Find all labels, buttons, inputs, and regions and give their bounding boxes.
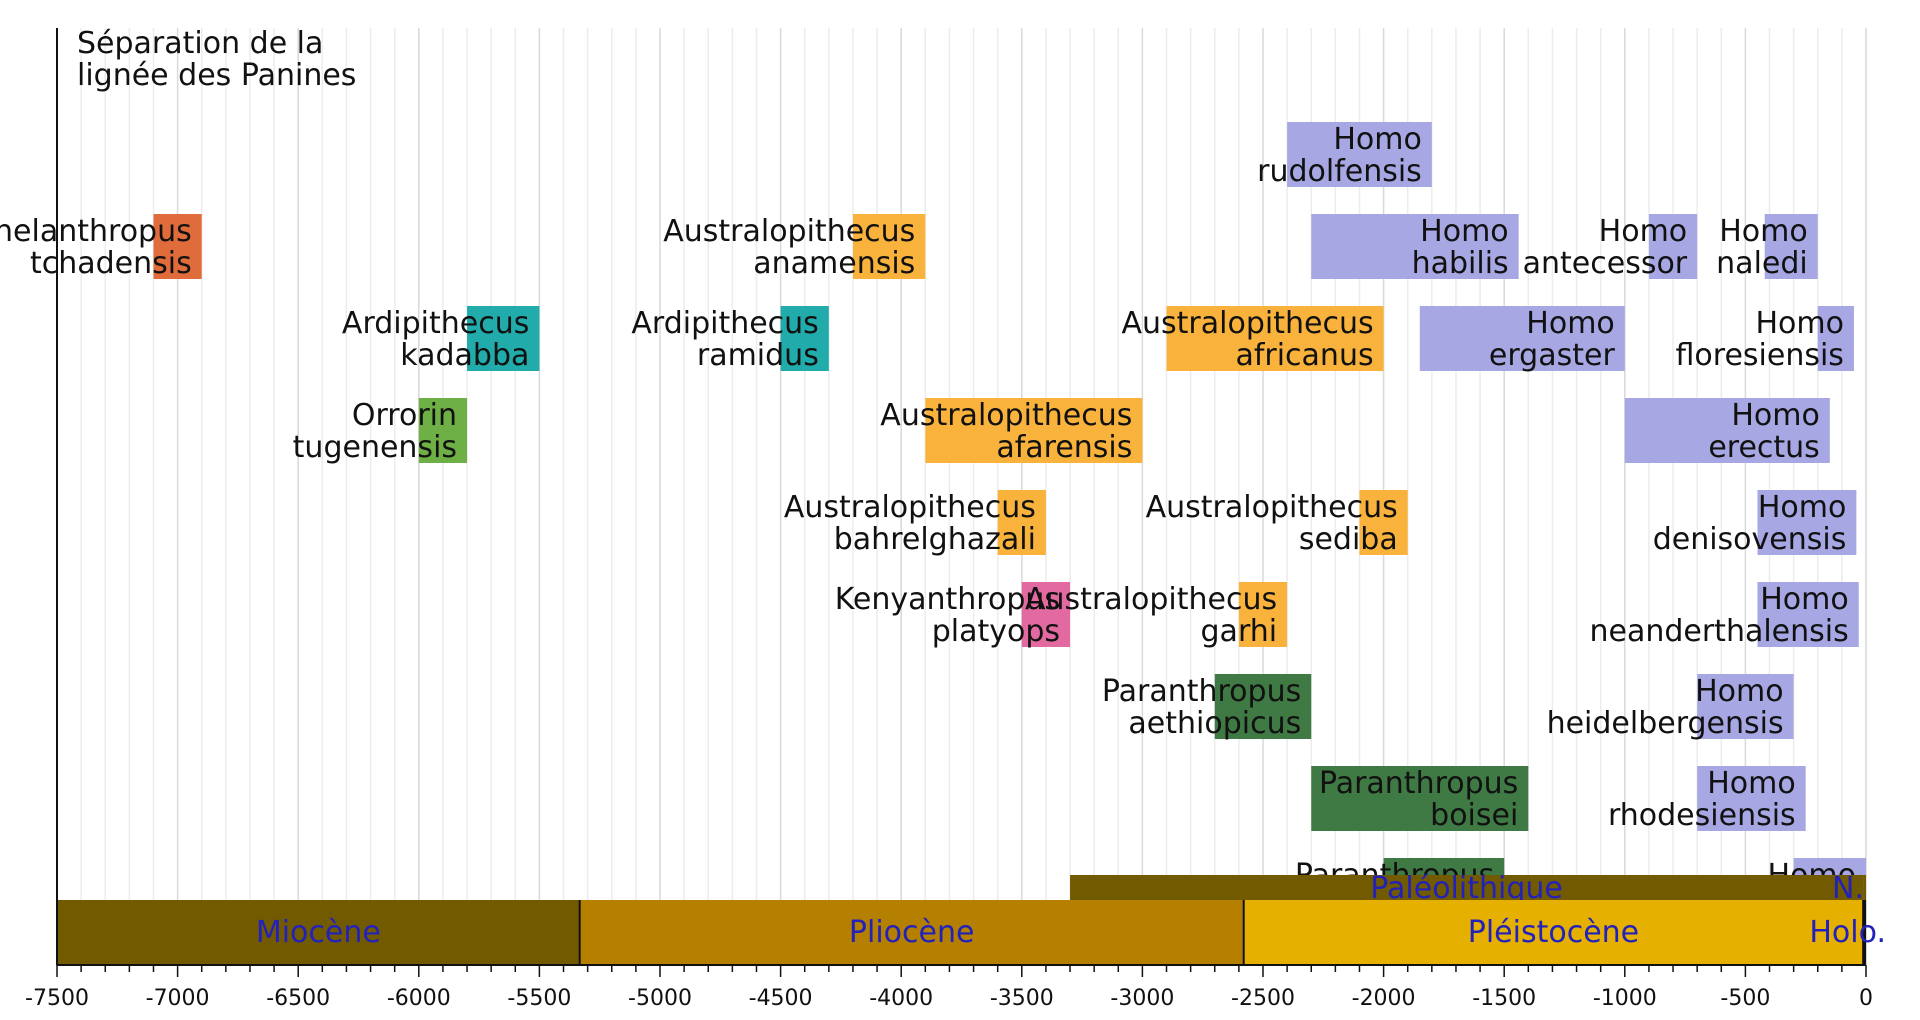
epoch-label-pliocène: Pliocène xyxy=(849,915,975,950)
x-tick-label: -3000 xyxy=(1110,986,1174,1011)
bar-orrorin-tugenensis xyxy=(418,398,468,463)
x-axis: -7500 -7000 -6500 -6000 -5500 -5000 -4500 -4000… xyxy=(25,28,1873,1011)
epoch-label-pléistocène: Pléistocène xyxy=(1468,915,1639,950)
label-orrorin-tugenensis: Orrorin tugenensis xyxy=(293,398,457,465)
bar-australopithecus-afarensis xyxy=(925,398,1143,463)
bar-homo-naledi xyxy=(1764,214,1818,279)
label-homo-floresiensis: Homo floresiensis xyxy=(1676,306,1844,373)
epoch-band-pliocène xyxy=(579,900,1244,965)
label-kenyanthropus-platyops: Kenyanthropus platyops xyxy=(835,582,1060,649)
x-tick-label: -5500 xyxy=(507,986,571,1011)
x-tick-label: -500 xyxy=(1720,986,1770,1011)
bar-homo-rudolfensis xyxy=(1287,122,1432,187)
bar-australopithecus-anamensis xyxy=(852,214,926,279)
label-ardipithecus-ramidus: Ardipithecus ramidus xyxy=(631,306,818,373)
epoch-label-holo: Holo. xyxy=(1809,915,1886,950)
panines-split-annotation: Séparation de la lignée des Panines xyxy=(77,26,356,93)
bar-homo-habilis xyxy=(1311,214,1519,279)
x-tick-label: -1000 xyxy=(1593,986,1657,1011)
epoch-band-holo xyxy=(1863,900,1867,965)
label-homo-ergaster: Homo ergaster xyxy=(1489,306,1616,373)
label-australopithecus-anamensis: Australopithecus anamensis xyxy=(663,214,915,281)
label-homo-antecessor: Homo antecessor xyxy=(1523,214,1688,281)
bar-homo-neanderthalensis xyxy=(1757,582,1859,647)
bar-homo-erectus xyxy=(1624,398,1830,463)
x-tick-label: -5000 xyxy=(628,986,692,1011)
epoch-band-miocène xyxy=(57,900,580,965)
bar-kenyanthropus-platyops xyxy=(1021,582,1071,647)
epoch-label-miocène: Miocène xyxy=(256,915,381,950)
bar-paranthropus-aethiopicus xyxy=(1214,674,1312,739)
grid-layer xyxy=(56,28,1867,900)
x-tick-label: -2000 xyxy=(1352,986,1416,1011)
bar-australopithecus-garhi xyxy=(1238,582,1288,647)
label-australopithecus-africanus: Australopithecus africanus xyxy=(1122,306,1374,373)
bar-ardipithecus-ramidus xyxy=(780,306,829,371)
x-tick-label: -4000 xyxy=(869,986,933,1011)
bar-sahelanthropus-tchadensis xyxy=(153,214,202,279)
x-tick-label: -3500 xyxy=(990,986,1054,1011)
x-tick-label: -7500 xyxy=(25,986,89,1011)
label-australopithecus-afarensis: Australopithecus afarensis xyxy=(880,398,1132,465)
bar-homo-antecessor xyxy=(1648,214,1698,279)
label-homo-naledi: Homo naledi xyxy=(1716,214,1808,281)
bar-homo-rhodesiensis xyxy=(1697,766,1806,831)
x-tick-label: -2500 xyxy=(1231,986,1295,1011)
bar-paranthropus-boisei xyxy=(1311,766,1529,831)
label-paranthropus-aethiopicus: Paranthropus aethiopicus xyxy=(1102,674,1301,741)
label-homo-heidelbergensis: Homo heidelbergensis xyxy=(1547,674,1784,741)
bar-homo-denisovensis xyxy=(1757,490,1857,555)
x-tick-label: -4500 xyxy=(749,986,813,1011)
label-homo-rhodesiensis: Homo rhodesiensis xyxy=(1608,766,1796,833)
label-sahelanthropus-tchadensis: Sahelanthropustchadensis xyxy=(0,214,192,281)
bar-australopithecus-bahrelghazali xyxy=(997,490,1046,555)
label-homo-neanderthalensis: Homo neanderthalensis xyxy=(1589,582,1848,649)
label-homo-rudolfensis: Homo rudolfensis xyxy=(1257,122,1422,189)
bar-ardipithecus-kadabba xyxy=(467,306,540,371)
bar-homo-heidelbergensis xyxy=(1697,674,1794,739)
label-australopithecus-garhi: Australopithecus garhi xyxy=(1025,582,1277,649)
x-tick-label: -7000 xyxy=(146,986,210,1011)
label-ardipithecus-kadabba: Ardipithecus kadabba xyxy=(342,306,529,373)
label-paranthropus-boisei: Paranthropus boisei xyxy=(1319,766,1518,833)
bar-homo-floresiensis xyxy=(1817,306,1854,371)
label-australopithecus-bahrelghazali: Australopithecus bahrelghazali xyxy=(784,490,1036,557)
bar-australopithecus-africanus xyxy=(1166,306,1384,371)
epoch-band-pléistocène xyxy=(1243,900,1864,965)
bar-homo-ergaster xyxy=(1419,306,1625,371)
period-band-n xyxy=(1863,875,1866,905)
x-tick-label: -6000 xyxy=(387,986,451,1011)
x-tick-label: 0 xyxy=(1859,986,1873,1011)
label-homo-habilis: Homo habilis xyxy=(1412,214,1509,281)
label-homo-erectus: Homo erectus xyxy=(1708,398,1820,465)
bar-australopithecus-sediba xyxy=(1359,490,1408,555)
label-homo-denisovensis: Homo denisovensis xyxy=(1653,490,1847,557)
epoch-bands: Miocène Pliocène Pléistocène Holo. xyxy=(57,900,1886,965)
x-tick-label: -1500 xyxy=(1472,986,1536,1011)
label-australopithecus-sediba: Australopithecus sediba xyxy=(1146,490,1398,557)
x-tick-label: -6500 xyxy=(266,986,330,1011)
